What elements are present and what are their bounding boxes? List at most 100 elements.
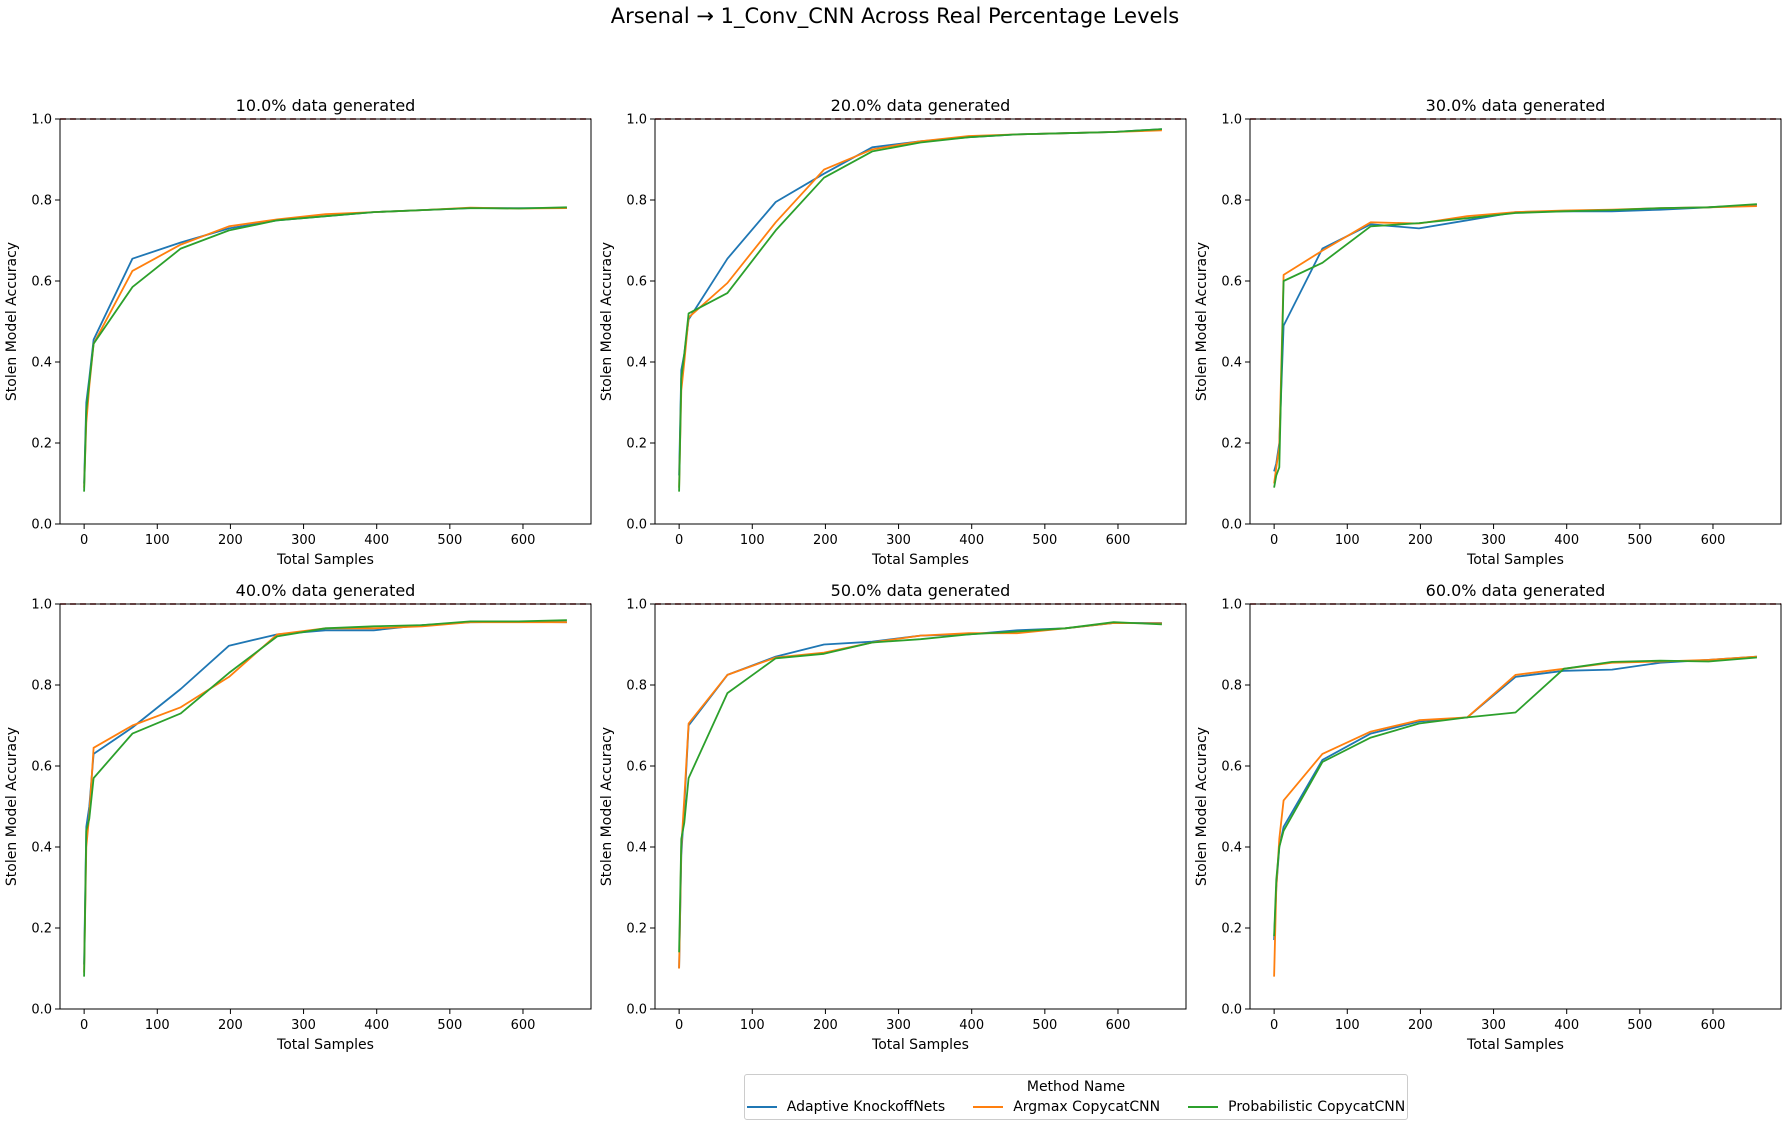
x-tick-label: 300 — [1481, 1018, 1506, 1033]
legend-swatch — [973, 1106, 1004, 1108]
subplot-5: 50.0% data generated 0 100 200 300 400 500 600 0… — [599, 581, 1187, 1053]
y-tick-label: 0.6 — [626, 760, 647, 775]
series-line — [83, 620, 567, 965]
legend-items: Adaptive KnockoffNets Argmax CopycatCNN … — [745, 1099, 1407, 1115]
subplot-title: 50.0% data generated — [831, 581, 1011, 600]
x-axis-label: Total Samples — [871, 552, 969, 568]
y-tick-label: 1.0 — [1221, 113, 1242, 128]
y-tick-label: 0.0 — [1221, 1003, 1242, 1018]
subplot-3: 30.0% data generated 0 100 200 300 400 500 600 0… — [1194, 96, 1782, 568]
x-tick-label: 300 — [291, 533, 316, 548]
y-tick-label: 0.8 — [1221, 679, 1242, 694]
y-tick-label: 1.0 — [1221, 598, 1242, 613]
series-line — [1273, 203, 1757, 488]
x-tick-label: 100 — [145, 533, 170, 548]
y-tick-label: 0.4 — [626, 356, 647, 371]
x-axis-label: Total Samples — [1466, 1037, 1564, 1053]
legend-item-adaptive-knockoffnets: Adaptive KnockoffNets — [746, 1099, 946, 1115]
x-tick-label: 600 — [1106, 533, 1131, 548]
x-tick-label: 200 — [218, 533, 243, 548]
x-tick-label: 400 — [1554, 533, 1579, 548]
x-tick-label: 600 — [511, 533, 536, 548]
x-tick-label: 300 — [886, 1018, 911, 1033]
y-tick-label: 1.0 — [31, 598, 52, 613]
x-tick-label: 200 — [813, 533, 838, 548]
plot-frame — [59, 603, 592, 1010]
x-axis-label: Total Samples — [276, 1037, 374, 1053]
y-tick-label: 0.4 — [626, 841, 647, 856]
x-tick-label: 600 — [1701, 1018, 1726, 1033]
series-line — [1273, 655, 1757, 941]
x-tick-label: 300 — [291, 1018, 316, 1033]
legend-label: Probabilistic CopycatCNN — [1228, 1099, 1406, 1115]
y-axis-label: Stolen Model Accuracy — [4, 727, 20, 886]
plot-frame — [654, 603, 1187, 1010]
y-tick-label: 0.2 — [626, 922, 647, 937]
x-tick-label: 500 — [1032, 1018, 1057, 1033]
y-tick-label: 0.8 — [1221, 194, 1242, 209]
y-axis-label: Stolen Model Accuracy — [1194, 727, 1210, 886]
y-tick-label: 0.2 — [1221, 437, 1242, 452]
y-tick-label: 0.4 — [31, 356, 52, 371]
x-tick-label: 100 — [145, 1018, 170, 1033]
legend-label: Argmax CopycatCNN — [1013, 1099, 1161, 1115]
x-tick-label: 200 — [1408, 1018, 1433, 1033]
x-axis-label: Total Samples — [1466, 552, 1564, 568]
y-tick-label: 0.2 — [1221, 922, 1242, 937]
x-tick-label: 400 — [959, 1018, 984, 1033]
y-tick-label: 1.0 — [31, 113, 52, 128]
legend-label: Adaptive KnockoffNets — [786, 1099, 946, 1115]
x-tick-label: 500 — [437, 1018, 462, 1033]
y-axis-label: Stolen Model Accuracy — [599, 242, 615, 401]
legend: Method Name Adaptive KnockoffNets Argmax… — [744, 1074, 1408, 1120]
subplot-title: 20.0% data generated — [831, 96, 1011, 115]
x-tick-label: 100 — [740, 533, 765, 548]
series-line — [83, 206, 567, 492]
subplot-title: 30.0% data generated — [1426, 96, 1606, 115]
x-tick-label: 300 — [886, 533, 911, 548]
y-tick-label: 1.0 — [626, 113, 647, 128]
y-tick-label: 0.6 — [626, 275, 647, 290]
y-tick-label: 0.0 — [1221, 518, 1242, 533]
y-tick-label: 0.2 — [31, 922, 52, 937]
y-tick-label: 0.8 — [31, 679, 52, 694]
legend-swatch — [746, 1106, 777, 1108]
subplot-title: 60.0% data generated — [1426, 581, 1606, 600]
legend-item-argmax-copycatcnn: Argmax CopycatCNN — [973, 1099, 1160, 1115]
x-tick-label: 0 — [1270, 533, 1278, 548]
y-tick-label: 0.6 — [1221, 760, 1242, 775]
subplot-4: 40.0% data generated 0 100 200 300 400 500 600 0… — [4, 581, 592, 1053]
x-tick-label: 0 — [675, 1018, 683, 1033]
subplot-1: 10.0% data generated 0 100 200 300 400 500 600 0… — [4, 96, 592, 568]
series-line — [678, 128, 1162, 492]
y-tick-label: 0.2 — [31, 437, 52, 452]
subplot-title: 40.0% data generated — [236, 581, 416, 600]
x-tick-label: 400 — [959, 533, 984, 548]
plot-frame — [654, 118, 1187, 525]
y-axis-label: Stolen Model Accuracy — [1194, 242, 1210, 401]
x-tick-label: 100 — [740, 1018, 765, 1033]
x-tick-label: 500 — [437, 533, 462, 548]
legend-swatch — [1188, 1106, 1219, 1108]
y-tick-label: 0.8 — [31, 194, 52, 209]
series-line — [678, 621, 1162, 953]
x-tick-label: 600 — [1106, 1018, 1131, 1033]
series-line — [83, 621, 567, 973]
y-tick-label: 0.4 — [1221, 356, 1242, 371]
x-tick-label: 400 — [364, 1018, 389, 1033]
x-tick-label: 600 — [1701, 533, 1726, 548]
x-tick-label: 400 — [1554, 1018, 1579, 1033]
x-axis-label: Total Samples — [871, 1037, 969, 1053]
x-tick-label: 200 — [218, 1018, 243, 1033]
figure-title: Arsenal → 1_Conv_CNN Across Real Percent… — [610, 4, 1180, 28]
plot-frame — [1249, 118, 1782, 525]
x-axis-label: Total Samples — [276, 552, 374, 568]
y-tick-label: 0.4 — [31, 841, 52, 856]
y-tick-label: 0.6 — [1221, 275, 1242, 290]
y-axis-label: Stolen Model Accuracy — [4, 242, 20, 401]
subplot-6: 60.0% data generated 0 100 200 300 400 500 600 0… — [1194, 581, 1782, 1053]
plot-frame — [1249, 603, 1782, 1010]
y-tick-label: 0.0 — [31, 518, 52, 533]
y-tick-label: 0.0 — [31, 1003, 52, 1018]
